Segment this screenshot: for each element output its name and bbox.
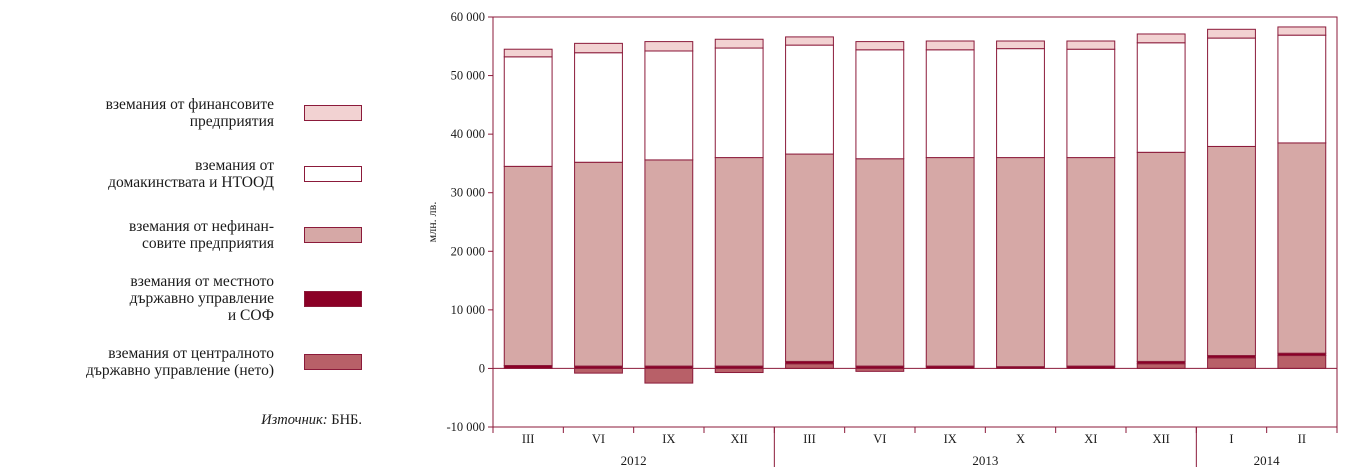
source-note: Източник: БНБ. bbox=[261, 412, 362, 429]
bar-segment bbox=[644, 367, 694, 384]
legend-item-nonfinancial: вземания от нефинан- совите предприятия bbox=[129, 218, 362, 252]
bar-segment bbox=[574, 161, 623, 367]
bar-segment bbox=[1066, 157, 1116, 367]
bar-segment bbox=[785, 153, 834, 362]
legend-swatch-icon bbox=[304, 290, 362, 307]
bar-segment bbox=[855, 41, 905, 51]
y-tick-label: 0 bbox=[479, 361, 485, 375]
legend-label: вземания от домакинствата и НТООД bbox=[108, 157, 274, 191]
y-tick-label: 40 000 bbox=[451, 127, 485, 141]
legend-label: вземания от местното държавно управление… bbox=[129, 273, 274, 324]
year-label: 2014 bbox=[1254, 453, 1281, 468]
y-tick-label: 10 000 bbox=[451, 303, 485, 317]
bar-segment bbox=[785, 36, 834, 46]
bar-segment bbox=[925, 49, 975, 159]
bar-segment bbox=[574, 42, 623, 54]
bar-segment bbox=[644, 50, 694, 161]
year-label: 2012 bbox=[621, 453, 647, 468]
y-tick-label: 30 000 bbox=[451, 186, 485, 200]
year-label: 2013 bbox=[972, 453, 998, 468]
x-tick-label: XII bbox=[730, 432, 747, 446]
x-tick-label: I bbox=[1229, 432, 1233, 446]
legend-swatch-icon bbox=[304, 227, 362, 243]
legend-swatch-icon bbox=[304, 166, 362, 182]
legend-label: вземания от централното държавно управле… bbox=[85, 345, 274, 379]
bar-segment bbox=[1136, 42, 1186, 153]
x-tick-label: IX bbox=[662, 432, 675, 446]
bar-segment bbox=[1207, 28, 1256, 39]
bar-segment bbox=[1136, 151, 1186, 362]
bar-segment bbox=[503, 56, 553, 167]
y-tick-label: -10 000 bbox=[446, 420, 485, 434]
legend-item-local-gov: вземания от местното държавно управление… bbox=[130, 273, 362, 324]
bar-segment bbox=[1277, 26, 1327, 36]
stacked-bar-chart: -10 000 0 10 000 20 000 30 000 40 000 50 000 60… bbox=[425, 10, 1338, 468]
legend-item-financial: вземания от финансовите предприятия bbox=[106, 96, 362, 130]
bar-segment bbox=[574, 367, 623, 374]
bar-segment bbox=[996, 157, 1045, 368]
x-tick-label: XI bbox=[1084, 432, 1097, 446]
source-value: БНБ. bbox=[331, 412, 362, 428]
legend-label: вземания от финансовите предприятия bbox=[105, 96, 274, 130]
legend-label: вземания от нефинан- совите предприятия bbox=[128, 218, 274, 252]
bar-segment bbox=[714, 38, 764, 49]
legend-item-households: вземания от домакинствата и НТООД bbox=[108, 157, 362, 191]
bar-segment bbox=[1136, 33, 1186, 44]
legend: вземания от финансовите предприятия взем… bbox=[0, 0, 380, 470]
bar-segment bbox=[714, 367, 764, 374]
bar-segment bbox=[855, 158, 905, 367]
bar-segment bbox=[714, 157, 764, 367]
bar-segment bbox=[1136, 363, 1186, 369]
x-tick-label: II bbox=[1298, 432, 1306, 446]
legend-swatch-icon bbox=[304, 105, 362, 121]
source-label: Източник: bbox=[261, 412, 328, 428]
x-tick-label: X bbox=[1016, 432, 1025, 446]
legend-item-central-gov: вземания от централното държавно управле… bbox=[86, 345, 362, 379]
y-tick-label: 50 000 bbox=[451, 69, 485, 83]
bar-segment bbox=[1207, 357, 1256, 369]
bar-segment bbox=[644, 159, 694, 367]
bar-segment bbox=[785, 44, 834, 155]
x-tick-label: III bbox=[522, 432, 535, 446]
bar-segment bbox=[996, 48, 1045, 159]
bar-segment bbox=[714, 47, 764, 159]
bar-segment bbox=[1277, 142, 1327, 354]
bar-segment bbox=[574, 52, 623, 163]
bar-segment bbox=[503, 48, 553, 58]
bar-segment bbox=[503, 165, 553, 366]
x-tick-label: IX bbox=[944, 432, 957, 446]
x-tick-label: VI bbox=[873, 432, 886, 446]
bar-segment bbox=[925, 157, 975, 367]
bar-segment bbox=[785, 363, 834, 369]
y-tick-label: 20 000 bbox=[451, 244, 485, 258]
y-tick-label: 60 000 bbox=[451, 10, 485, 24]
bar-segment bbox=[644, 41, 694, 52]
y-axis-label: млн. лв. bbox=[425, 202, 439, 243]
x-tick-label: III bbox=[803, 432, 816, 446]
x-tick-label: XII bbox=[1152, 432, 1169, 446]
bar-segment bbox=[855, 49, 905, 160]
bar-segment bbox=[1277, 34, 1327, 144]
bar-segment bbox=[996, 40, 1045, 50]
legend-swatch-icon bbox=[304, 354, 362, 370]
bar-segment bbox=[925, 40, 975, 51]
bar-segment bbox=[1066, 48, 1116, 159]
bar-segment bbox=[1066, 40, 1116, 50]
x-tick-label: VI bbox=[592, 432, 605, 446]
bar-segment bbox=[1207, 145, 1256, 357]
bar-segment bbox=[1207, 37, 1256, 147]
bar-segment bbox=[1277, 355, 1327, 369]
